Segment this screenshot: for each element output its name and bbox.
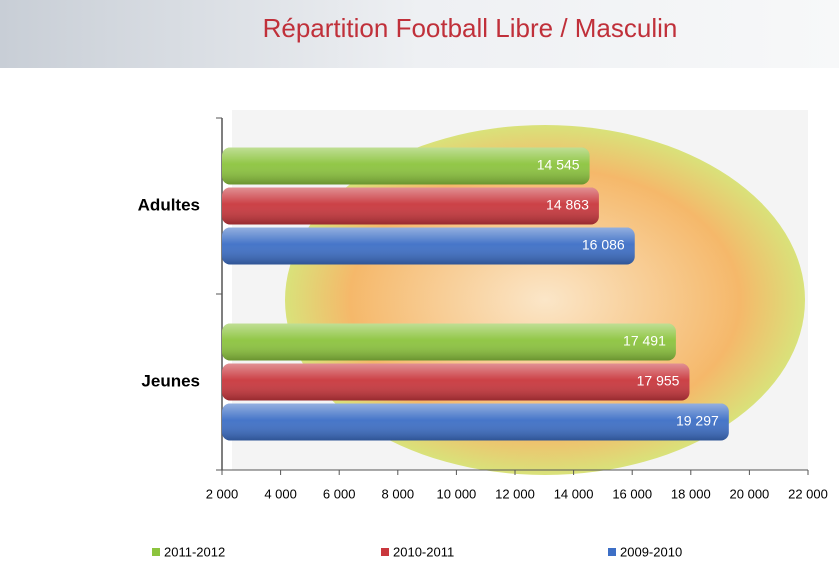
x-tick-label: 16 000 (612, 486, 652, 501)
x-tick-label: 2 000 (206, 486, 239, 501)
value-label: 17 955 (637, 373, 680, 389)
bar-shine (222, 148, 590, 185)
x-tick-label: 22 000 (788, 486, 828, 501)
bar-shine (222, 228, 635, 265)
legend-swatch (381, 548, 389, 556)
x-tick-label: 14 000 (554, 486, 594, 501)
y-tick-label: Adultes (138, 195, 200, 214)
bar-shine (222, 364, 689, 401)
x-tick-label: 18 000 (671, 486, 711, 501)
legend-label: 2009-2010 (620, 544, 682, 559)
chart: Répartition Football Libre / Masculin 2 … (0, 0, 839, 571)
x-tick-label: 6 000 (323, 486, 356, 501)
chart-title: Répartition Football Libre / Masculin (263, 13, 678, 43)
bar-shine (222, 404, 729, 441)
value-label: 16 086 (582, 237, 625, 253)
bar-shine (222, 324, 676, 361)
value-label: 19 297 (676, 413, 719, 429)
legend-label: 2010-2011 (393, 544, 454, 559)
legend-swatch (152, 548, 160, 556)
legend-label: 2011-2012 (164, 544, 225, 559)
legend-swatch (608, 548, 616, 556)
x-tick-label: 4 000 (264, 486, 297, 501)
value-label: 14 863 (546, 197, 589, 213)
value-label: 14 545 (537, 157, 580, 173)
x-tick-label: 8 000 (382, 486, 415, 501)
value-label: 17 491 (623, 333, 666, 349)
x-tick-label: 12 000 (495, 486, 535, 501)
y-tick-label: Jeunes (141, 371, 200, 390)
x-tick-label: 10 000 (437, 486, 477, 501)
bar-shine (222, 188, 599, 225)
x-tick-label: 20 000 (730, 486, 770, 501)
